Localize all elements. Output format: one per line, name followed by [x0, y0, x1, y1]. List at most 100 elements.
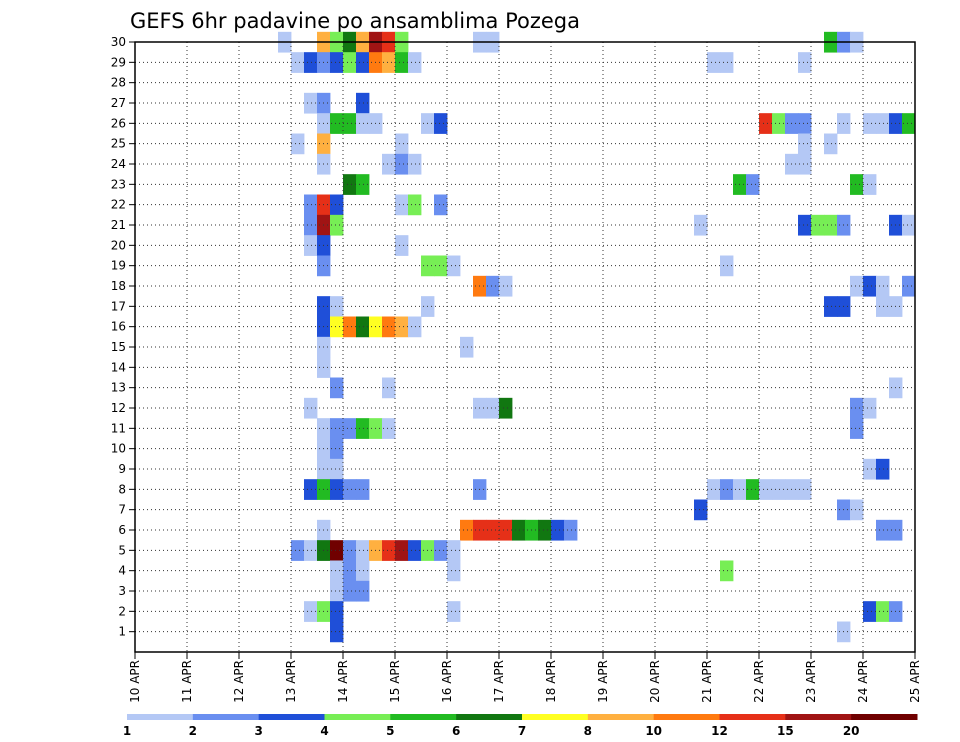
precip-cell [876, 601, 890, 622]
precip-cell [304, 194, 318, 216]
precip-cell [304, 540, 318, 561]
precip-cell [343, 560, 357, 582]
precip-cell [304, 397, 318, 419]
precip-cell [720, 52, 734, 73]
precip-cell [447, 540, 461, 561]
colorbar-label: 5 [386, 724, 394, 738]
precip-cell [382, 540, 396, 561]
precip-cell [447, 601, 461, 622]
colorbar: 1 2 3 4 5 6 7 8 10 12 15 20 [123, 714, 918, 738]
precip-cell [720, 560, 734, 582]
precip-cell [707, 52, 721, 73]
precip-cell [434, 113, 448, 134]
x-axis-labels: 10 APR 11 APR 12 APR 13 APR 14 APR 15 APR 16 A… [128, 652, 922, 703]
colorbar-segment [127, 714, 194, 720]
precip-cell [707, 479, 721, 500]
x-tick-label: 24 APR [856, 660, 870, 703]
precip-cell [356, 580, 370, 602]
precip-cell [876, 275, 890, 297]
precip-cell [304, 214, 318, 236]
y-tick-label: 16 [111, 320, 126, 334]
y-tick-label: 8 [118, 482, 126, 496]
precip-cell [824, 133, 838, 155]
precip-cell [343, 418, 357, 439]
precip-cell [876, 519, 890, 541]
y-tick-label: 9 [118, 462, 126, 476]
precip-cell [512, 519, 526, 541]
y-tick-label: 26 [111, 116, 126, 130]
precip-cell [356, 479, 370, 500]
precip-cell [343, 316, 357, 338]
precip-cell [408, 52, 422, 73]
precip-cell [330, 601, 344, 622]
y-tick-label: 21 [111, 218, 126, 232]
colorbar-segment [785, 714, 852, 720]
x-tick-label: 21 APR [700, 660, 714, 703]
precip-cell [876, 458, 890, 480]
y-tick-label: 20 [111, 238, 126, 252]
precip-cell [330, 316, 344, 338]
precip-cell [694, 499, 708, 521]
precip-cell [291, 133, 305, 155]
precip-cell [850, 397, 864, 419]
precip-cell [330, 621, 344, 643]
precip-cell [499, 397, 513, 419]
precip-cell [356, 52, 370, 73]
y-tick-label: 12 [111, 401, 126, 415]
precip-cell [863, 397, 877, 419]
precip-cell [902, 214, 916, 236]
y-tick-label: 24 [111, 157, 126, 171]
y-tick-label: 19 [111, 259, 126, 273]
precip-cell [395, 153, 409, 175]
y-tick-label: 22 [111, 198, 126, 212]
precip-cell [863, 113, 877, 134]
y-tick-label: 3 [118, 584, 126, 598]
precip-cell [304, 479, 318, 500]
precip-cell [759, 479, 773, 500]
precip-cell [798, 479, 812, 500]
precip-cell [382, 316, 396, 338]
precip-cell [330, 194, 344, 216]
precip-cell [408, 540, 422, 561]
x-tick-label: 19 APR [596, 660, 610, 703]
precip-cell [772, 113, 786, 134]
precip-cell [330, 214, 344, 236]
precip-cell [850, 174, 864, 195]
y-tick-label: 17 [111, 299, 126, 313]
precip-cell [408, 316, 422, 338]
colorbar-label: 4 [320, 724, 328, 738]
colorbar-label: 2 [189, 724, 197, 738]
x-tick-label: 14 APR [336, 660, 350, 703]
precip-cell [902, 113, 916, 134]
precip-cell [811, 214, 825, 236]
colorbar-segment [653, 714, 720, 720]
precip-cell [460, 519, 474, 541]
precip-cell [343, 174, 357, 195]
precip-cell [343, 52, 357, 73]
precip-cell [291, 52, 305, 73]
colorbar-label: 8 [584, 724, 592, 738]
precip-cell [746, 479, 760, 500]
precip-cell [343, 580, 357, 602]
x-tick-label: 16 APR [440, 660, 454, 703]
colorbar-label: 6 [452, 724, 460, 738]
y-tick-label: 11 [111, 421, 126, 435]
precip-cell [343, 113, 357, 134]
y-tick-label: 5 [118, 543, 126, 557]
precip-cell [850, 275, 864, 297]
precip-cell [486, 275, 500, 297]
y-tick-label: 25 [111, 137, 126, 151]
precip-cell [876, 113, 890, 134]
y-tick-label: 14 [111, 360, 126, 374]
x-tick-label: 13 APR [284, 660, 298, 703]
colorbar-segment [456, 714, 523, 720]
precip-cell [395, 194, 409, 216]
precip-cell [356, 92, 370, 114]
precip-cell [356, 113, 370, 134]
precip-cell [434, 194, 448, 216]
y-tick-label: 27 [111, 96, 126, 110]
precip-cell [395, 235, 409, 256]
precip-cell [798, 214, 812, 236]
colorbar-label: 15 [777, 724, 794, 738]
precip-cell [720, 255, 734, 277]
